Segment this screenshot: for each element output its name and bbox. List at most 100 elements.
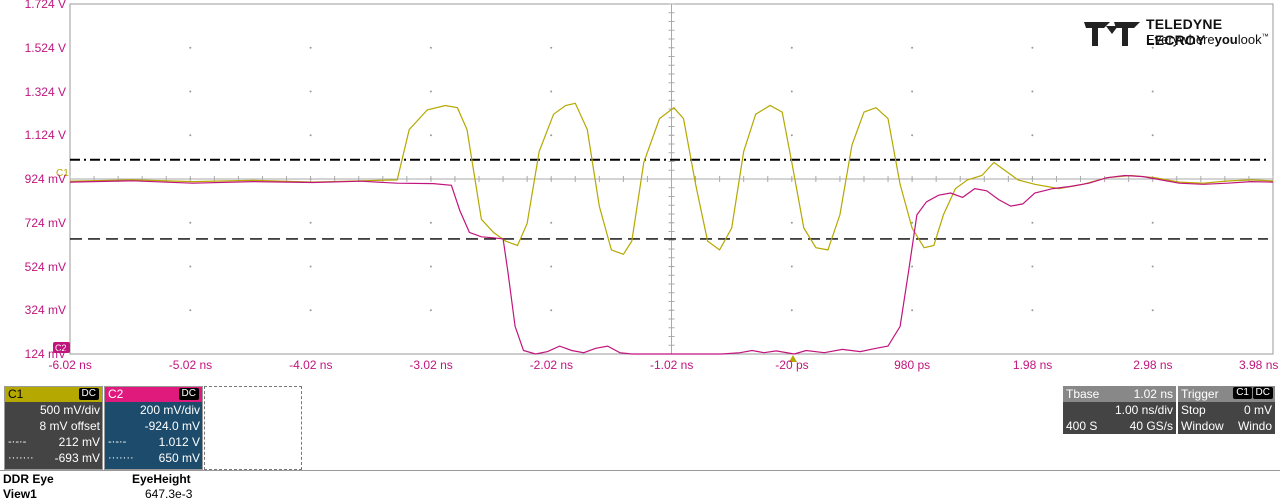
trigger-source-badge: C1 xyxy=(1233,387,1252,399)
x-tick-label: -5.02 ns xyxy=(168,358,213,372)
x-tick-label: 1.98 ns xyxy=(1012,358,1053,372)
channel-c1-descriptor[interactable]: C1 DC 500 mV/div 8 mV offset -·-·- 212 mV… xyxy=(4,386,103,470)
grid-dot xyxy=(309,90,312,93)
timebase-descriptor[interactable]: Tbase 1.02 ns 1.00 ns/div 400 S 40 GS/s xyxy=(1063,386,1176,434)
trigger-coupling-badge: DC xyxy=(1252,387,1273,399)
grid-dot xyxy=(550,46,553,49)
grid-dot xyxy=(189,221,192,224)
trace-c2 xyxy=(69,174,1274,355)
c1-level-2: ······· -693 mV xyxy=(8,451,100,465)
x-tick-label: -20 ps xyxy=(775,358,809,372)
grid-dot xyxy=(790,309,793,312)
grid-dot xyxy=(189,309,192,312)
svg-text:C2: C2 xyxy=(55,343,67,353)
x-tick-label: 2.98 ns xyxy=(1133,358,1173,372)
timebase-tdiv: 1.00 ns/div xyxy=(1114,403,1173,417)
svg-text:C1: C1 xyxy=(56,168,69,179)
c1-offset: 8 mV offset xyxy=(39,419,100,433)
timebase-value: 1.02 ns xyxy=(1133,387,1173,401)
grid-dot xyxy=(1031,90,1034,93)
grid-dot xyxy=(429,90,432,93)
x-tick-label: -6.02 ns xyxy=(48,358,92,372)
c2-header: C2 DC xyxy=(105,387,202,402)
c1-header: C1 DC xyxy=(5,387,102,402)
c1-vdiv: 500 mV/div xyxy=(39,403,100,417)
grid-dot xyxy=(309,46,312,49)
grid-dot xyxy=(911,309,914,312)
grid-dot xyxy=(1151,90,1154,93)
timebase-rate: 40 GS/s xyxy=(1129,419,1173,433)
measure-view: View1 xyxy=(3,487,37,501)
grid-dot xyxy=(550,265,553,268)
x-tick-label: -2.02 ns xyxy=(529,358,574,372)
x-tick-label: -4.02 ns xyxy=(289,358,333,372)
brand-name: TELEDYNE LECROY xyxy=(1146,16,1223,48)
grid-dot xyxy=(189,46,192,49)
x-tick-label: 3.98 ns xyxy=(1239,358,1279,372)
measurement-table[interactable]: DDR Eye View1 EyeHeight 647.3e-3 xyxy=(0,470,1280,503)
grid-dot xyxy=(1031,309,1034,312)
grid-dot xyxy=(790,46,793,49)
x-tick-label: -3.02 ns xyxy=(409,358,453,372)
grid-dot xyxy=(911,90,914,93)
trigger-descriptor[interactable]: Trigger C1 DC Stop 0 mV Window Windo xyxy=(1178,386,1275,434)
grid-dot xyxy=(911,221,914,224)
grid-dot xyxy=(189,134,192,137)
trigger-type-2: Windo xyxy=(1237,419,1272,433)
c1-ground-marker: C1 xyxy=(56,168,69,179)
c1-level-1: -·-·- 212 mV xyxy=(8,435,100,449)
y-tick-label: 1.124 V xyxy=(24,128,66,143)
grid-dot xyxy=(429,46,432,49)
grid-dot xyxy=(309,265,312,268)
grid-dot xyxy=(1031,265,1034,268)
c2-coupling-badge: DC xyxy=(178,388,199,400)
trigger-type: Window xyxy=(1181,419,1224,433)
y-tick-label: 1.324 V xyxy=(24,84,66,99)
timebase-samples: 400 S xyxy=(1066,419,1098,433)
grid-dot xyxy=(429,134,432,137)
grid-dot xyxy=(309,221,312,224)
c2-level-1: -·-·- 1.012 V xyxy=(108,435,200,449)
teledyne-lecroy-logo: TELEDYNE LECROY Everywhereyoulook™ xyxy=(1084,16,1269,50)
grid-dot xyxy=(550,134,553,137)
grid-dot xyxy=(790,134,793,137)
c2-level-2: ······· 650 mV xyxy=(108,451,200,465)
timebase-label: Tbase xyxy=(1066,387,1100,401)
grid-dot xyxy=(1031,134,1034,137)
trigger-level: 0 mV xyxy=(1243,403,1272,417)
grid-dot xyxy=(911,265,914,268)
grid-dot xyxy=(550,221,553,224)
grid-dot xyxy=(429,265,432,268)
c2-ground-marker[interactable]: C2 xyxy=(53,342,70,353)
y-tick-label: 924 mV xyxy=(24,172,66,186)
empty-descriptor-slot[interactable] xyxy=(204,386,302,470)
trigger-mode: Stop xyxy=(1181,403,1206,417)
y-tick-label: 124 mV xyxy=(24,347,66,361)
grid-dot xyxy=(911,134,914,137)
x-tick-label: -1.02 ns xyxy=(650,358,694,372)
grid-dot xyxy=(1151,46,1154,49)
brand-slogan: Everywhereyoulook™ xyxy=(1146,32,1269,47)
grid-dot xyxy=(1031,221,1034,224)
grid-dot xyxy=(1151,134,1154,137)
grid-dot xyxy=(790,265,793,268)
grid-dot xyxy=(790,90,793,93)
grid-dot xyxy=(429,309,432,312)
c2-offset: -924.0 mV xyxy=(144,419,200,433)
channel-c2-descriptor[interactable]: C2 DC 200 mV/div -924.0 mV -·-·- 1.012 V … xyxy=(104,386,203,470)
y-tick-label: 1.524 V xyxy=(24,40,66,55)
grid-dot xyxy=(911,46,914,49)
grid-dot xyxy=(189,90,192,93)
trigger-position-marker[interactable] xyxy=(789,355,797,362)
grid-dot xyxy=(790,221,793,224)
grid-dot xyxy=(550,309,553,312)
teledyne-logo-icon xyxy=(1084,22,1140,46)
threshold-lines xyxy=(70,158,1268,240)
y-tick-label: 724 mV xyxy=(24,215,66,230)
grid-dot xyxy=(189,265,192,268)
waveform-display[interactable]: C1 C2 xyxy=(0,0,1280,384)
measure-value: 647.3e-3 xyxy=(145,487,193,501)
y-tick-label: 324 mV xyxy=(24,303,66,318)
grid-dot xyxy=(1031,46,1034,49)
grid-dot xyxy=(1151,221,1154,224)
